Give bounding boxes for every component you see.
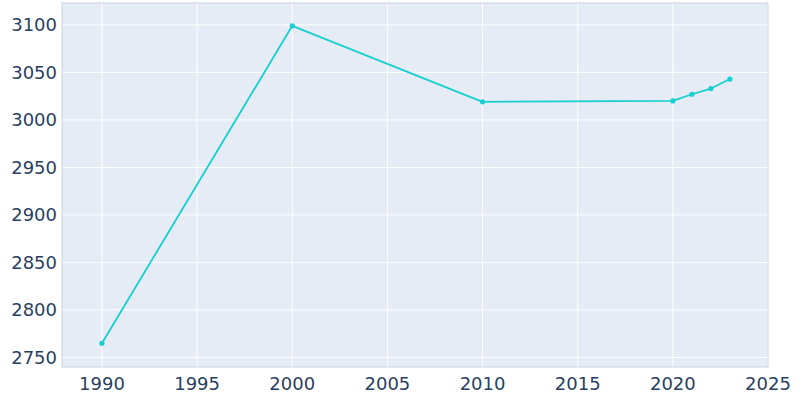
x-tick-label: 2000 (269, 373, 315, 394)
y-grid-line (62, 24, 768, 25)
y-tick-label: 2950 (11, 157, 57, 178)
point-marker (727, 76, 732, 81)
x-grid-line (577, 3, 578, 367)
y-tick-label: 2750 (11, 347, 57, 368)
chart-container: 2750 2800 2850 2900 2950 3000 3050 3100 1990 1995… (0, 0, 800, 400)
y-grid-line (62, 262, 768, 263)
chart: 2750 2800 2850 2900 2950 3000 3050 3100 1990 1995… (0, 0, 800, 400)
y-grid-line (62, 214, 768, 215)
x-grid-line (672, 3, 673, 367)
x-tick-label: 2015 (555, 373, 601, 394)
y-grid-line (62, 119, 768, 120)
y-tick-label: 2800 (11, 299, 57, 320)
x-tick-label: 2020 (650, 373, 696, 394)
x-grid-line (387, 3, 388, 367)
series-line (102, 26, 730, 343)
point-marker (670, 98, 675, 103)
x-grid-line (482, 3, 483, 367)
plot-background (62, 3, 768, 367)
x-grid-line (292, 3, 293, 367)
y-grid-line (62, 167, 768, 168)
x-tick-label: 2005 (365, 373, 411, 394)
series-group (99, 23, 732, 346)
y-tick-label: 3100 (11, 14, 57, 35)
y-tick-label: 3050 (11, 62, 57, 83)
point-marker (689, 92, 694, 97)
y-grid-line (62, 309, 768, 310)
y-grid-line (62, 72, 768, 73)
point-marker (480, 99, 485, 104)
plot-frame (62, 3, 768, 367)
point-marker (99, 341, 104, 346)
y-tick-label: 3000 (11, 109, 57, 130)
point-marker (290, 23, 295, 28)
point-marker (708, 86, 713, 91)
x-tick-label: 2010 (460, 373, 506, 394)
x-tick-label: 2025 (745, 373, 791, 394)
y-tick-label: 2850 (11, 252, 57, 273)
x-tick-label: 1990 (79, 373, 125, 394)
y-grid-line (62, 357, 768, 358)
y-tick-label: 2900 (11, 204, 57, 225)
x-grid-line (101, 3, 102, 367)
x-tick-label: 1995 (174, 373, 220, 394)
